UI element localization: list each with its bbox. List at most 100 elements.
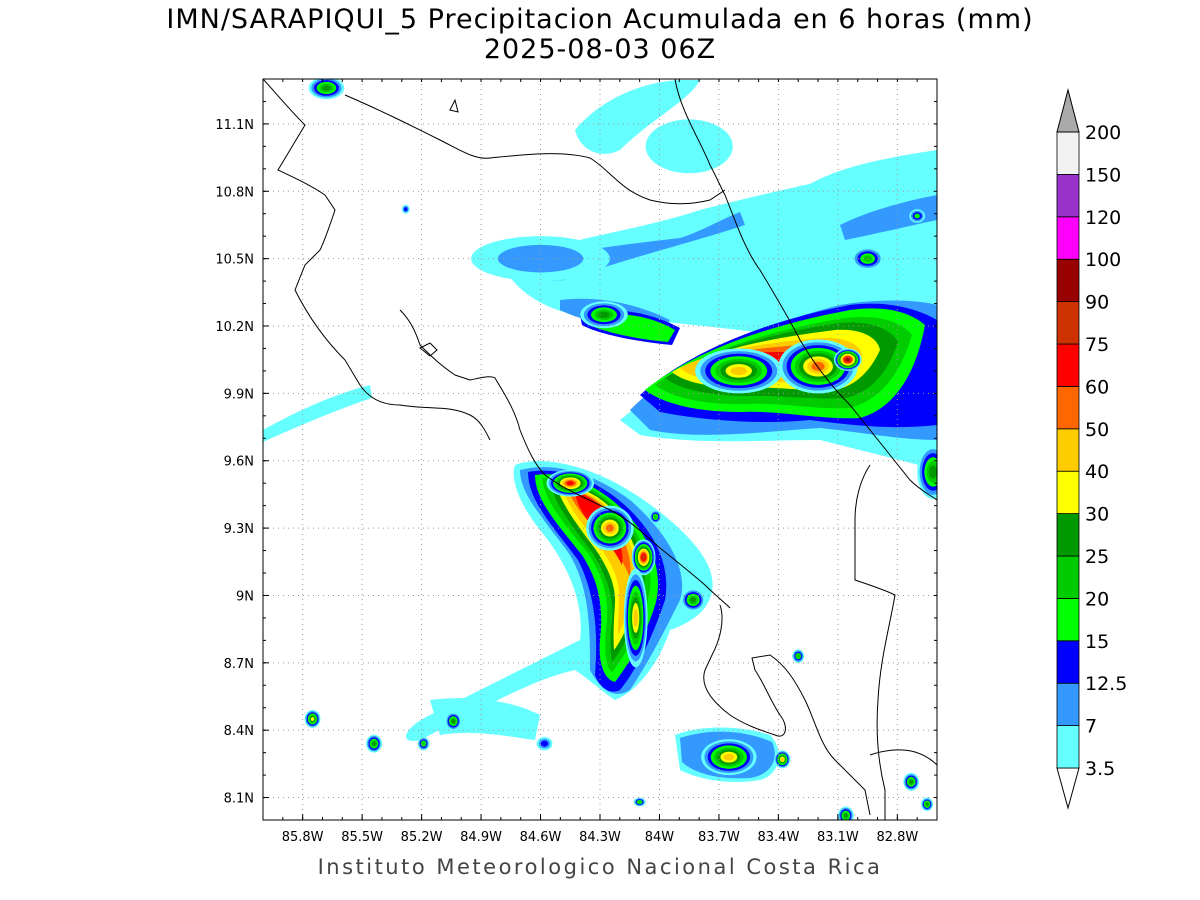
colorbar-segment	[1056, 301, 1080, 345]
precip-cell-ring	[929, 465, 937, 479]
lon-tick-label: 85.8W	[282, 830, 324, 845]
colorbar-label: 40	[1085, 461, 1109, 483]
precip-cell-ring	[641, 554, 646, 560]
precip-cell-ring	[914, 213, 920, 219]
colorbar-label: 90	[1085, 292, 1109, 314]
precip-band-north-top	[575, 80, 700, 154]
precip-cell-ring	[653, 514, 658, 519]
precip-band-southwest	[430, 698, 540, 740]
precip-cell	[792, 649, 805, 663]
colorbar-label: 120	[1085, 207, 1121, 229]
precip-cell	[778, 339, 858, 394]
colorbar-label: 30	[1085, 504, 1109, 526]
precip-cell-ring	[322, 85, 331, 91]
colorbar-segment	[1056, 343, 1080, 387]
precip-cell	[536, 736, 553, 751]
precip-cell	[304, 709, 321, 728]
precip-cell	[401, 204, 410, 214]
precip-cell-ring	[863, 255, 873, 262]
precip-cell	[837, 806, 854, 820]
colorbar-segment	[1056, 131, 1080, 175]
precip-cell	[471, 236, 610, 282]
precip-cell	[681, 588, 706, 612]
colorbar-segment	[1056, 258, 1080, 303]
lon-tick-label: 85.5W	[341, 830, 383, 845]
precip-cell-ring	[372, 741, 376, 746]
lat-tick-label: 8.1N	[224, 792, 254, 807]
island-north	[449, 98, 459, 113]
precip-cell	[631, 539, 656, 576]
precip-cell	[695, 348, 783, 394]
precip-cell	[366, 734, 382, 753]
colorbar-label: 60	[1085, 376, 1109, 398]
colorbar-label: 7	[1085, 716, 1097, 738]
precip-cell-ring	[633, 608, 638, 628]
nicoya-peninsula	[399, 309, 731, 609]
osa-peninsula	[703, 604, 871, 816]
map-title: IMN/SARAPIQUI_5 Precipitacion Acumulada …	[166, 4, 1034, 35]
precip-cell	[445, 712, 462, 731]
lon-tick-label: 82.8W	[876, 830, 918, 845]
precip-cell-ring	[421, 741, 426, 746]
precip-cell	[774, 750, 791, 769]
precip-cell-ring	[690, 597, 697, 603]
precip-band-ne-blue-2	[840, 195, 937, 240]
nicaragua-pacific-coast	[263, 79, 491, 441]
precip-cell-ring	[645, 119, 733, 174]
precip-cell-ring	[605, 524, 614, 532]
gridlines	[263, 79, 937, 820]
lat-tick-label: 9.6N	[224, 455, 254, 470]
precip-cell	[921, 797, 934, 812]
colorbar-label: 25	[1085, 546, 1109, 568]
precip-cell-ring	[598, 311, 610, 319]
lat-tick-label: 8.4N	[224, 724, 254, 739]
precip-cell-ring	[796, 654, 800, 659]
nicaragua-costarica-border	[344, 94, 726, 205]
precip-cell	[833, 348, 862, 371]
lat-tick-label: 10.2N	[215, 320, 254, 335]
latitude-axis: 8.1N 8.4N 8.7N 9N 9.3N 9.6N 9.9N 10.2N 10.5N 10.8…	[215, 78, 937, 821]
colorbar-segment	[1056, 470, 1080, 515]
precip-cell-ring	[497, 244, 584, 273]
precip-cell	[851, 247, 884, 270]
colorbar-segment	[1056, 598, 1080, 642]
lat-tick-label: 11.1N	[215, 118, 254, 133]
colorbar-label: 20	[1085, 588, 1109, 610]
colorbar-segment	[1056, 555, 1080, 599]
colorbar-segment	[1056, 725, 1080, 769]
colorbar-segment	[1056, 513, 1080, 557]
lon-tick-label: 84.3W	[579, 830, 621, 845]
precip-cell-ring	[451, 719, 456, 724]
precip-cell-ring	[403, 207, 408, 212]
precip-cell	[580, 301, 628, 329]
precip-band-pacific-west	[263, 385, 372, 442]
lat-tick-label: 9N	[236, 589, 254, 604]
colorbar-underflow-triangle	[1056, 767, 1080, 810]
island-gulf	[419, 342, 438, 357]
precip-cell-ring	[925, 802, 929, 806]
colorbar-segment	[1056, 682, 1080, 727]
lat-tick-label: 9.9N	[224, 387, 254, 402]
precip-cell-ring	[723, 753, 735, 761]
colorbar-label: 100	[1085, 249, 1121, 271]
precip-cell-ring	[780, 757, 784, 762]
lon-tick-label: 83.7W	[698, 830, 740, 845]
lon-tick-label: 84.9W	[460, 830, 502, 845]
longitude-axis: 85.8W 85.5W 85.2W 84.9W 84.6W 84.3W 84W 83.7W 83…	[262, 79, 938, 845]
precip-cell-ring	[637, 800, 642, 804]
lat-tick-label: 10.8N	[215, 185, 254, 200]
panama-coast	[869, 749, 937, 766]
colorbar-segment	[1056, 173, 1080, 218]
colorbar-label: 150	[1085, 164, 1121, 186]
precip-cell-ring	[540, 740, 549, 747]
lon-tick-label: 84.6W	[520, 830, 562, 845]
precip-cell-ring	[846, 358, 850, 362]
lon-tick-label: 85.2W	[401, 830, 443, 845]
lon-tick-label: 83.1W	[817, 830, 859, 845]
footer-credit: Instituto Meteorologico Nacional Costa R…	[317, 855, 883, 879]
precip-cell-ring	[730, 366, 747, 376]
precip-cell	[645, 119, 733, 174]
colorbar-segment	[1056, 216, 1080, 260]
precip-cell	[909, 209, 926, 223]
